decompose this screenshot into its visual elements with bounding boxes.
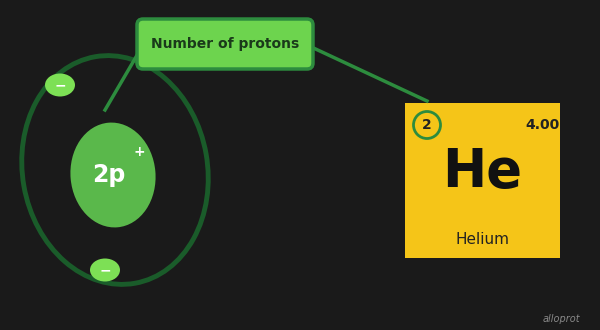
Text: He: He [443,147,523,199]
Text: Number of protons: Number of protons [151,37,299,51]
Text: 4.00: 4.00 [525,118,559,132]
Text: Helium: Helium [455,233,509,248]
Ellipse shape [45,74,75,96]
Circle shape [413,112,440,139]
Text: alloprot: alloprot [542,314,580,324]
Text: −: − [54,78,66,92]
Text: 2p: 2p [92,163,125,187]
Text: +: + [133,145,145,159]
Bar [405,103,560,258]
Text: 2: 2 [422,118,432,132]
Ellipse shape [90,258,120,281]
FancyBboxPatch shape [137,19,313,69]
Ellipse shape [70,122,155,227]
Text: −: − [99,263,111,277]
